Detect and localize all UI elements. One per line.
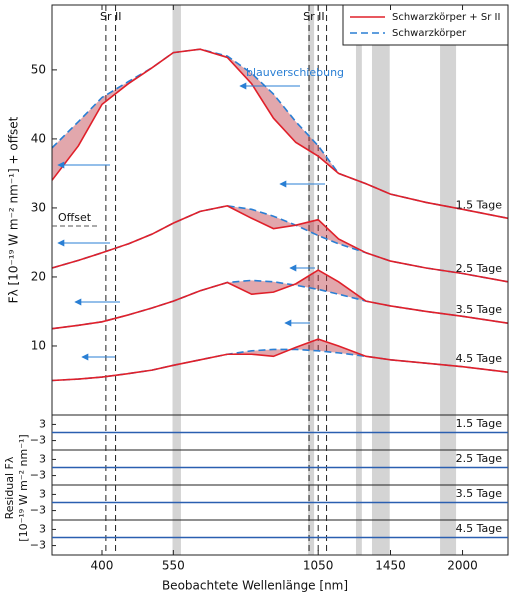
line-label: Sr II (100, 10, 122, 23)
y-tick-label: 30 (31, 200, 46, 214)
model-line (51, 205, 509, 283)
line-label: Sr II (303, 10, 325, 23)
absorption-fill (52, 205, 508, 282)
model-line (51, 269, 509, 330)
residual-y-tick-label: −3 (30, 539, 46, 552)
residual-panel-label: 2.5 Tage (456, 452, 503, 465)
residual-y-tick-label: 3 (39, 487, 46, 500)
annotation: Offset (58, 211, 92, 224)
model-line (51, 48, 509, 220)
legend-box (342, 4, 509, 46)
residual-y-title: [10⁻¹⁹ W m⁻² nm⁻¹] (17, 434, 30, 541)
annotation: blauverschiebung (246, 66, 344, 79)
residual-panel-label: 1.5 Tage (456, 417, 503, 430)
model-line (51, 338, 509, 382)
epoch-label: 1.5 Tage (456, 198, 503, 211)
residual-y-tick-label: 3 (39, 452, 46, 465)
residual-y-tick-label: −3 (30, 469, 46, 482)
masked-regions (172, 5, 457, 555)
residual-y-title: Residual Fλ (3, 456, 16, 519)
residual-panel-label: 4.5 Tage (456, 522, 503, 535)
legend-label: Schwarzkörper (392, 28, 467, 39)
frame (51, 4, 509, 556)
masked-region (371, 5, 390, 555)
epoch-label: 2.5 Tage (456, 262, 503, 275)
x-tick-label: 2000 (447, 559, 478, 573)
residual-panel-label: 3.5 Tage (456, 487, 503, 500)
y-axis-title: Fλ [10⁻¹⁹ W m⁻² nm⁻¹] + offset (7, 116, 21, 303)
legend-label: Schwarzkörper + Sr II (392, 12, 500, 23)
absorption-fill (52, 270, 508, 329)
residual-y-tick-label: 3 (39, 417, 46, 430)
y-tick-label: 40 (31, 131, 46, 145)
legend: Schwarzkörper + Sr II Schwarzkörper (342, 4, 509, 46)
plot (51, 5, 509, 555)
x-tick-label: 1050 (303, 559, 334, 573)
y-tick-label: 50 (31, 62, 46, 76)
epoch-label: 3.5 Tage (456, 303, 503, 316)
x-tick-label: 1450 (375, 559, 406, 573)
y-tick-label: 10 (31, 338, 46, 352)
residual-y-tick-label: 3 (39, 522, 46, 535)
y-tick-label: 20 (31, 269, 46, 283)
x-axis-title: Beobachtete Wellenlänge [nm] (162, 579, 348, 593)
epoch-label: 4.5 Tage (456, 352, 503, 365)
masked-region (308, 5, 315, 555)
masked-region (172, 5, 181, 555)
residual-y-tick-label: −3 (30, 434, 46, 447)
masked-region (440, 5, 457, 555)
x-tick-label: 550 (162, 559, 185, 573)
x-tick-label: 400 (91, 559, 114, 573)
residual-y-tick-label: −3 (30, 504, 46, 517)
masked-region (355, 5, 362, 555)
